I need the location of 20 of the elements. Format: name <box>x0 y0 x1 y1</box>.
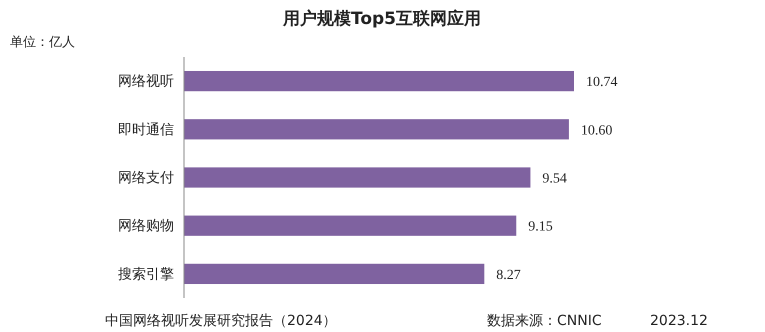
y-tick-label: 网络支付 <box>118 170 174 186</box>
text: 单位：亿人 <box>10 35 75 50</box>
data-label: 10.74 <box>586 75 618 90</box>
text: 中国网络视听发展研究报告（2024） <box>105 313 337 329</box>
text: 2023.12 <box>650 313 708 329</box>
bar <box>184 119 569 140</box>
y-tick-label: 搜索引擎 <box>118 266 174 282</box>
y-tick-label: 网络视听 <box>118 74 174 90</box>
chart-title: 用户规模Top5互联网应用 <box>282 9 482 29</box>
y-tick-label: 网络购物 <box>118 218 174 234</box>
bar <box>184 70 574 92</box>
data-label: 8.27 <box>496 268 521 283</box>
source-note: 数据来源：CNNIC <box>487 313 602 329</box>
y-tick-label: 即时通信 <box>118 122 174 138</box>
data-label: 9.15 <box>528 220 553 235</box>
bar <box>184 167 530 188</box>
bar <box>184 264 484 284</box>
bar <box>184 216 516 236</box>
data-label: 9.54 <box>542 172 567 186</box>
data-label: 10.60 <box>580 123 612 138</box>
